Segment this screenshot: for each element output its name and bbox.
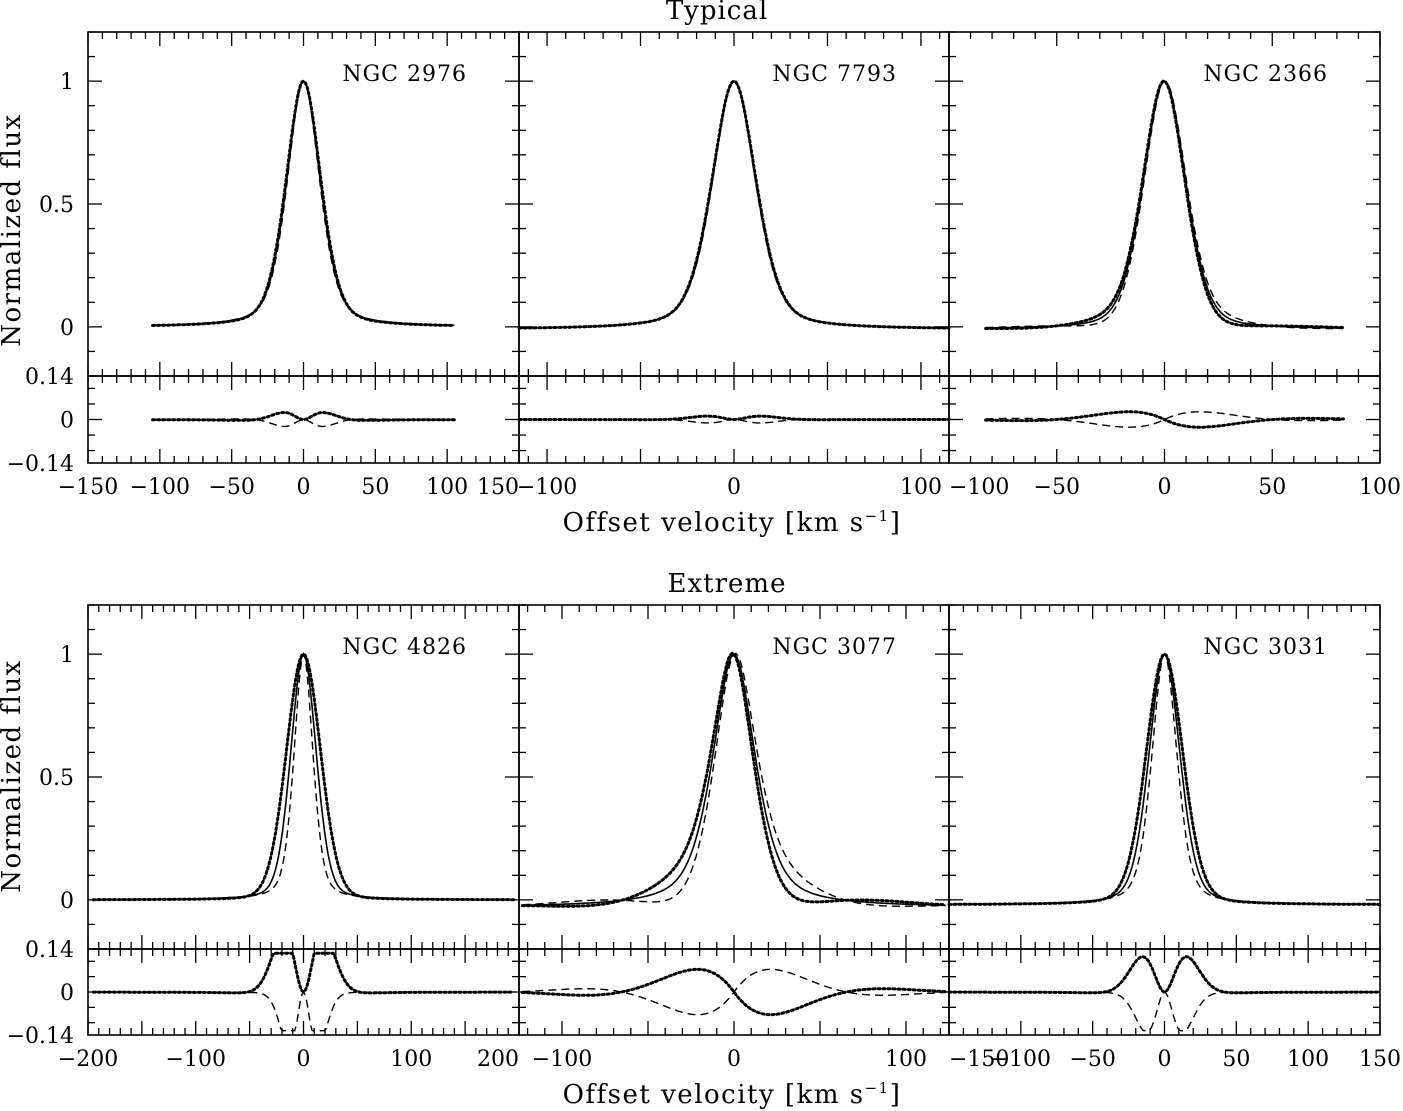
x-tick-label: 100 [390, 1047, 432, 1072]
residual-dotted [517, 414, 951, 422]
x-tick-label: −100 [130, 475, 190, 500]
bottom-xlabel: Offset velocity [km s−1] [563, 1079, 902, 1110]
series-dashed [949, 652, 1380, 905]
resid-tick-label: 0 [60, 409, 74, 434]
galaxy-label: NGC 2366 [1203, 62, 1328, 87]
series-solid [93, 652, 514, 901]
series-dashed [93, 652, 514, 901]
x-tick-label: 0 [1158, 475, 1172, 500]
series-solid [949, 652, 1380, 906]
bottom-ylabel: Normalized flux [0, 659, 27, 892]
x-tick-label: −200 [58, 1047, 118, 1072]
resid-tick-label: 0.14 [25, 365, 74, 390]
series-dotted [947, 652, 1382, 906]
series-solid [152, 80, 455, 327]
residual-dotted [520, 967, 948, 1017]
top-group: −150 −100 −50 0 50 100 150 0 0.5 1 0.14 0 −0.14 NGC 2… [7, 31, 1401, 500]
series-dashed [152, 80, 455, 326]
x-tick-label: 50 [1222, 1047, 1250, 1072]
x-tick-label: 150 [1359, 1047, 1401, 1072]
y-tick-label: 0 [60, 316, 74, 341]
x-tick-label: −50 [1034, 475, 1080, 500]
series-solid [519, 80, 949, 329]
x-tick-label: 100 [885, 1047, 927, 1072]
x-tick-label: 0 [727, 1047, 741, 1072]
galaxy-label: NGC 2976 [342, 62, 467, 87]
x-tick-label: −100 [532, 1047, 592, 1072]
y-tick-label: 1 [60, 70, 74, 95]
bottom-group: −200 −100 0 100 200 0 0.5 1 0.14 0 −0.14 NGC 4826 −1… [7, 604, 1401, 1072]
series-solid [985, 80, 1344, 329]
panel-ngc-3077: −100 0 100 NGC 3077 [518, 604, 950, 1072]
x-tick-label: 100 [1359, 475, 1401, 500]
x-tick-label: 0 [1158, 1047, 1172, 1072]
series-solid [522, 653, 946, 906]
x-tick-label: −100 [517, 475, 577, 500]
resid-tick-label: −0.14 [7, 452, 74, 477]
resid-tick-label: −0.14 [7, 1024, 74, 1049]
y-tick-label: 0.5 [39, 766, 74, 791]
x-tick-label: 0 [297, 475, 311, 500]
y-tick-label: 0.5 [39, 193, 74, 218]
y-tick-label: 0 [60, 889, 74, 914]
galaxy-label: NGC 4826 [342, 635, 467, 660]
x-tick-label: −150 [58, 475, 118, 500]
series-dashed [985, 80, 1344, 330]
series-dotted [517, 79, 951, 330]
x-tick-label: 50 [1258, 475, 1286, 500]
top-ylabel: Normalized flux [0, 113, 27, 346]
x-tick-label: −100 [949, 475, 1009, 500]
galaxy-label: NGC 7793 [772, 62, 897, 87]
residual-dotted [151, 411, 456, 422]
galaxy-label: NGC 3077 [772, 635, 897, 660]
x-tick-label: −50 [1069, 1047, 1115, 1072]
x-tick-label: 0 [727, 475, 741, 500]
residual-dotted [91, 951, 516, 995]
series-dashed [522, 652, 946, 907]
top-xlabel: Offset velocity [km s−1] [563, 507, 902, 538]
x-tick-label: 100 [900, 475, 942, 500]
series-dotted [520, 651, 948, 908]
x-tick-label: −50 [208, 475, 254, 500]
x-tick-label: −100 [166, 1047, 226, 1072]
panel-ngc-2976: −150 −100 −50 0 50 100 150 0 0.5 1 0.14 0 −0.14 NGC 2… [7, 31, 520, 500]
x-tick-label: 200 [477, 1047, 519, 1072]
panel-ngc-4826: −200 −100 0 100 200 0 0.5 1 0.14 0 −0.14 NGC 4826 [7, 604, 520, 1072]
panel-ngc-7793: −100 0 100 NGC 7793 [517, 31, 951, 500]
panel-ngc-3031: −150−100 −50 0 50 100 150 NGC 3031 [947, 604, 1401, 1072]
residual-dotted [984, 410, 1345, 429]
bottom-group-title: Extreme [668, 569, 787, 599]
x-tick-label: 100 [426, 475, 468, 500]
residual-dotted [947, 955, 1382, 995]
series-dotted [984, 79, 1345, 330]
top-group-title: Typical [666, 0, 768, 26]
resid-tick-label: 0.14 [25, 938, 74, 963]
x-tick-label: 150 [477, 475, 519, 500]
x-tick-label: −150 [949, 1047, 1009, 1072]
y-tick-label: 1 [60, 643, 74, 668]
x-tick-label: 100 [1287, 1047, 1329, 1072]
x-tick-label: 0 [297, 1047, 311, 1072]
resid-tick-label: 0 [60, 981, 74, 1006]
series-dotted [91, 652, 516, 902]
galaxy-label: NGC 3031 [1203, 635, 1328, 660]
series-dotted [151, 79, 456, 327]
x-tick-label: −100 [991, 1047, 1051, 1072]
series-dashed [519, 80, 949, 329]
panel-ngc-2366: −100 −50 0 50 100 NGC 2366 [948, 31, 1401, 500]
x-tick-label: 50 [361, 475, 389, 500]
